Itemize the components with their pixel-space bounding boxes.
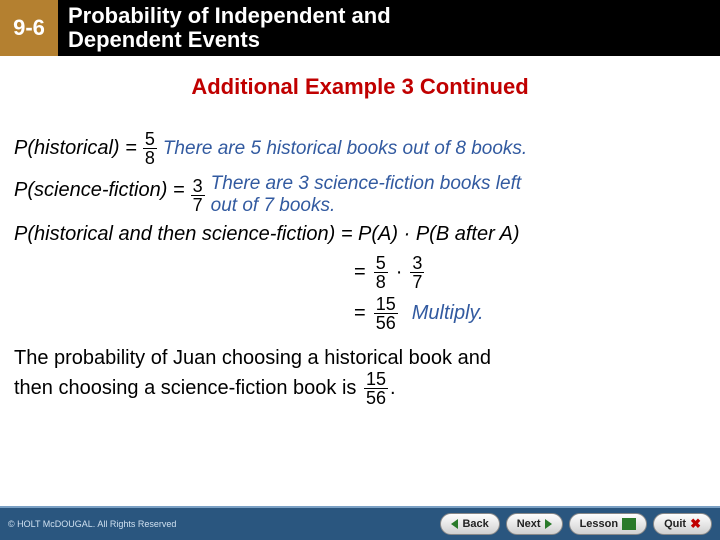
calc-block: = 5 8 · 3 7 = 15 56 Multiply. (354, 254, 706, 332)
header-title-line1: Probability of Independent and (68, 3, 391, 28)
line2-comment: There are 3 science-fiction books left o… (211, 173, 522, 217)
calc-f1-num: 5 (374, 254, 388, 273)
subheading: Additional Example 3 Continued (14, 74, 706, 100)
line2-comment-l2: out of 7 books. (211, 195, 336, 216)
lesson-button[interactable]: Lesson (569, 513, 648, 535)
slide-content: Additional Example 3 Continued P(histori… (0, 56, 720, 407)
calc-row-2: = 15 56 Multiply. (354, 295, 706, 332)
header-title-line2: Dependent Events (68, 27, 260, 52)
quit-button[interactable]: Quit ✖ (653, 513, 712, 535)
summary-part2: then choosing a science-fiction book is (14, 376, 356, 398)
calc-f1-den: 8 (374, 273, 388, 291)
compound-prob-line: P(historical and then science-fiction) =… (14, 223, 706, 246)
p-scifi-lhs: P(science-fiction) = (14, 173, 185, 202)
section-number: 9-6 (0, 0, 58, 56)
calc-frac-2: 3 7 (410, 254, 424, 291)
frac-den-2: 7 (191, 196, 205, 214)
dot: · (396, 261, 403, 284)
summary-part1: The probability of Juan choosing a histo… (14, 347, 491, 369)
prob-historical-line: P(historical) = 5 8 There are 5 historic… (14, 130, 706, 167)
calc-frac-1: 5 8 (374, 254, 388, 291)
copyright-text: © HOLT McDOUGAL. All Rights Reserved (8, 519, 434, 529)
lesson-label: Lesson (580, 518, 619, 530)
back-button[interactable]: Back (440, 513, 499, 535)
eq-2: = (354, 302, 366, 325)
close-icon: ✖ (690, 516, 701, 532)
calc-row-1: = 5 8 · 3 7 (354, 254, 706, 291)
frac-num: 5 (143, 130, 157, 149)
frac-3-7: 3 7 (191, 177, 205, 214)
quit-label: Quit (664, 518, 686, 530)
calc-frac-result: 15 56 (374, 295, 398, 332)
next-label: Next (517, 518, 541, 530)
summary-period: . (390, 376, 396, 398)
prob-scifi-line: P(science-fiction) = 3 7 There are 3 sci… (14, 173, 706, 217)
header-bar: 9-6 Probability of Independent and Depen… (0, 0, 720, 56)
p-historical-lhs: P(historical) = (14, 137, 137, 160)
frac-5-8: 5 8 (143, 130, 157, 167)
summary-frac-num: 15 (364, 370, 388, 389)
line2-comment-l1: There are 3 science-fiction books left (211, 173, 522, 194)
summary-text: The probability of Juan choosing a histo… (14, 346, 706, 407)
multiply-label: Multiply. (412, 302, 484, 325)
menu-icon (622, 518, 636, 530)
frac-num-2: 3 (191, 177, 205, 196)
line1-comment: There are 5 historical books out of 8 bo… (163, 138, 527, 160)
footer-bar: © HOLT McDOUGAL. All Rights Reserved Bac… (0, 506, 720, 540)
next-button[interactable]: Next (506, 513, 563, 535)
summary-frac: 15 56 (364, 370, 388, 407)
summary-frac-den: 56 (364, 389, 388, 407)
header-title: Probability of Independent and Dependent… (68, 4, 391, 52)
calc-f2-den: 7 (410, 273, 424, 291)
calc-f2-num: 3 (410, 254, 424, 273)
calc-res-num: 15 (374, 295, 398, 314)
triangle-right-icon (545, 519, 552, 529)
eq-1: = (354, 261, 366, 284)
calc-res-den: 56 (374, 314, 398, 332)
back-label: Back (462, 518, 488, 530)
frac-den: 8 (143, 149, 157, 167)
triangle-left-icon (451, 519, 458, 529)
